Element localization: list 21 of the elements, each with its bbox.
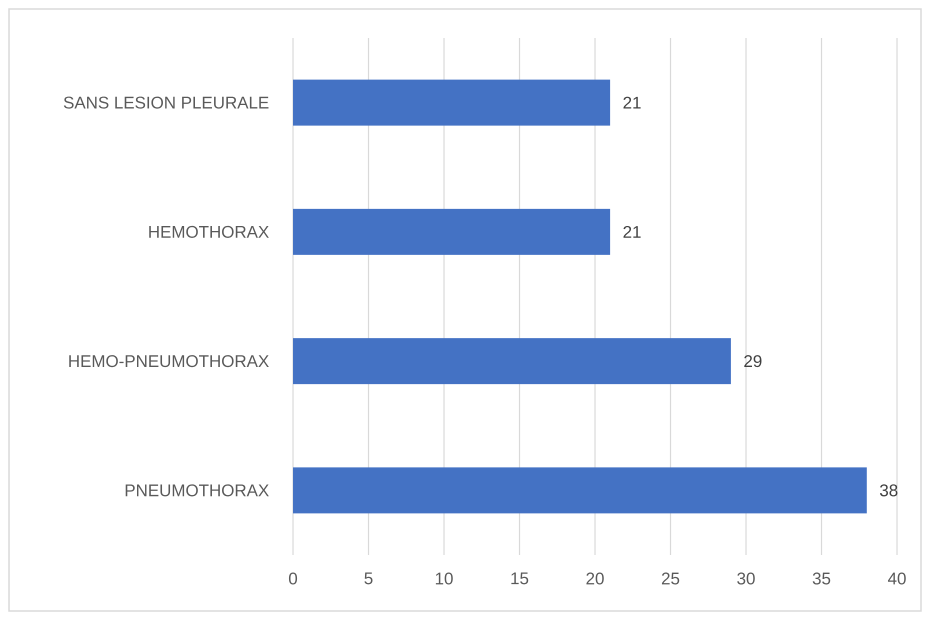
- data-label: 21: [623, 226, 641, 238]
- data-label: 21: [623, 96, 641, 109]
- x-tick-label: 30: [737, 572, 755, 585]
- data-label: 38: [880, 484, 898, 496]
- x-tick-label: 20: [586, 572, 604, 585]
- y-tick-label: HEMO-PNEUMOTHORAX: [69, 355, 269, 368]
- y-tick-label: SANS LESION PLEURALE: [64, 96, 268, 109]
- bar: [293, 338, 731, 384]
- x-tick-label: 10: [436, 572, 453, 585]
- data-label: 29: [744, 355, 762, 368]
- x-tick-label: 40: [888, 572, 906, 585]
- bar: [293, 208, 610, 255]
- bar: [293, 467, 867, 514]
- x-tick-label: 25: [662, 572, 680, 585]
- y-tick-label: PNEUMOTHORAX: [126, 484, 269, 496]
- bar: [293, 80, 610, 126]
- x-tick-label: 5: [364, 572, 372, 584]
- x-tick-label: 0: [288, 572, 298, 585]
- y-tick-label: HEMOTHORAX: [149, 226, 269, 238]
- x-tick-label: 15: [511, 572, 528, 584]
- x-tick-label: 35: [812, 572, 830, 585]
